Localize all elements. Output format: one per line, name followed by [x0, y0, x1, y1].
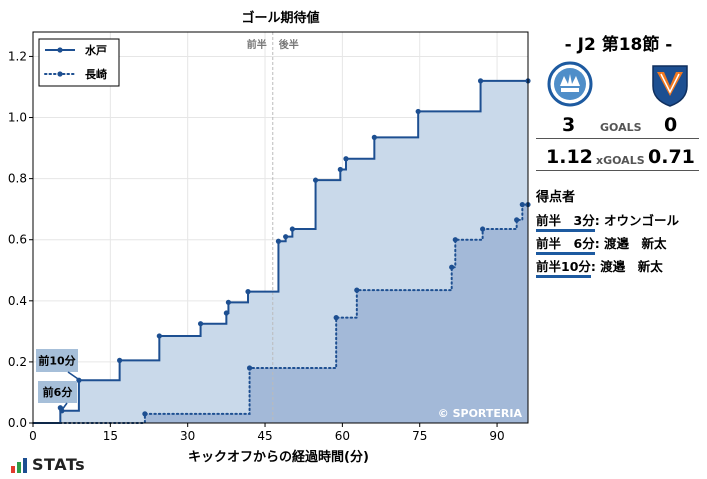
- scorer-item: 前半 6分: 渡邉 新太: [536, 233, 667, 255]
- data-point: [477, 78, 484, 84]
- goal-annotation-label: 前10分: [38, 354, 75, 368]
- data-point: [449, 264, 455, 270]
- x-tick-label: 60: [335, 429, 350, 443]
- data-point: [117, 357, 123, 363]
- chart-title: ゴール期待値: [241, 10, 319, 26]
- data-point: [514, 217, 520, 223]
- scorer-item: 前半 3分: オウンゴール: [536, 210, 680, 232]
- goal-annotation-pointer: [67, 371, 81, 381]
- goals-label: GOALS: [600, 121, 642, 134]
- y-tick-label: 0.2: [8, 355, 27, 369]
- goal-annotation-box: [36, 349, 78, 372]
- scorer-time: 前半 3分: [536, 213, 595, 232]
- legend-label-1: 長崎: [85, 67, 107, 81]
- data-point: [519, 201, 525, 208]
- scorer-name: : 渡邉 新太: [594, 236, 667, 251]
- first-half-label: 前半: [247, 38, 267, 51]
- data-point: [452, 237, 458, 243]
- away-xg: 0.71: [648, 146, 695, 168]
- goal-annotation-pointer: [60, 402, 68, 412]
- data-point: [142, 411, 148, 417]
- goals-row: 3 GOALS 0: [536, 114, 699, 139]
- data-point: [337, 166, 343, 173]
- home-xg: 1.12: [546, 146, 593, 168]
- xg-label: xGOALS: [596, 154, 645, 167]
- x-tick-label: 90: [489, 429, 504, 443]
- y-tick-label: 0.0: [8, 416, 27, 430]
- scorer-time: 前半 6分: [536, 236, 595, 255]
- legend-box: [38, 38, 120, 87]
- data-point: [225, 299, 232, 305]
- second-half-label: 後半: [279, 38, 299, 51]
- y-tick-label: 0.4: [8, 294, 27, 308]
- y-tick-label: 1.2: [8, 49, 27, 63]
- match-panel: - J2 第18節 - 3 GOALS 0 1.12 xGOALS 0.71 得…: [530, 0, 707, 479]
- goal-annotation-label: 前6分: [43, 385, 73, 399]
- away-goals: 0: [664, 114, 678, 136]
- plot-frame: [32, 31, 529, 424]
- y-tick-label: 0.6: [8, 233, 27, 247]
- y-tick-label: 1.0: [8, 111, 27, 125]
- data-point: [312, 177, 319, 183]
- x-axis-label: キックオフからの経過時間(分): [188, 449, 369, 465]
- brand-name: STATs: [32, 455, 86, 474]
- watermark: © SPORTERIA: [438, 407, 523, 420]
- data-point: [333, 315, 339, 321]
- scorer-time: 前半10分: [536, 259, 591, 278]
- x-tick-label: 0: [29, 429, 37, 443]
- data-point: [354, 287, 360, 293]
- scorer-name: : 渡邉 新太: [590, 259, 663, 274]
- x-tick-label: 30: [180, 429, 195, 443]
- series-line-0: [33, 79, 528, 424]
- data-point: [289, 226, 295, 232]
- data-point: [246, 365, 253, 371]
- scorers-title: 得点者: [536, 190, 576, 205]
- data-point: [245, 289, 251, 295]
- home-crest-icon: [547, 61, 593, 107]
- x-tick-label: 45: [257, 429, 272, 443]
- away-crest-icon: [652, 65, 688, 107]
- goal-annotation-box: [38, 381, 77, 403]
- data-point: [371, 134, 377, 140]
- x-tick-label: 15: [103, 429, 118, 443]
- xg-row: 1.12 xGOALS 0.71: [536, 144, 699, 171]
- data-point: [480, 226, 486, 232]
- data-point: [415, 108, 421, 115]
- data-point: [156, 333, 162, 339]
- scorer-item: 前半10分: 渡邉 新太: [536, 256, 663, 278]
- stats-logo-icon: [11, 458, 27, 473]
- data-point: [223, 310, 229, 316]
- data-point: [275, 238, 282, 244]
- x-tick-label: 75: [412, 429, 427, 443]
- home-goals: 3: [562, 114, 576, 136]
- data-point: [283, 234, 289, 240]
- match-title: - J2 第18節 -: [564, 35, 673, 55]
- data-point: [197, 321, 204, 327]
- legend-marker-0: [57, 47, 63, 53]
- data-point: [343, 156, 349, 162]
- scorer-name: : オウンゴール: [594, 213, 680, 228]
- y-tick-label: 0.8: [8, 172, 27, 186]
- series-area-1: [33, 204, 528, 423]
- legend-label-0: 水戸: [85, 43, 107, 57]
- legend-marker-1: [57, 71, 63, 77]
